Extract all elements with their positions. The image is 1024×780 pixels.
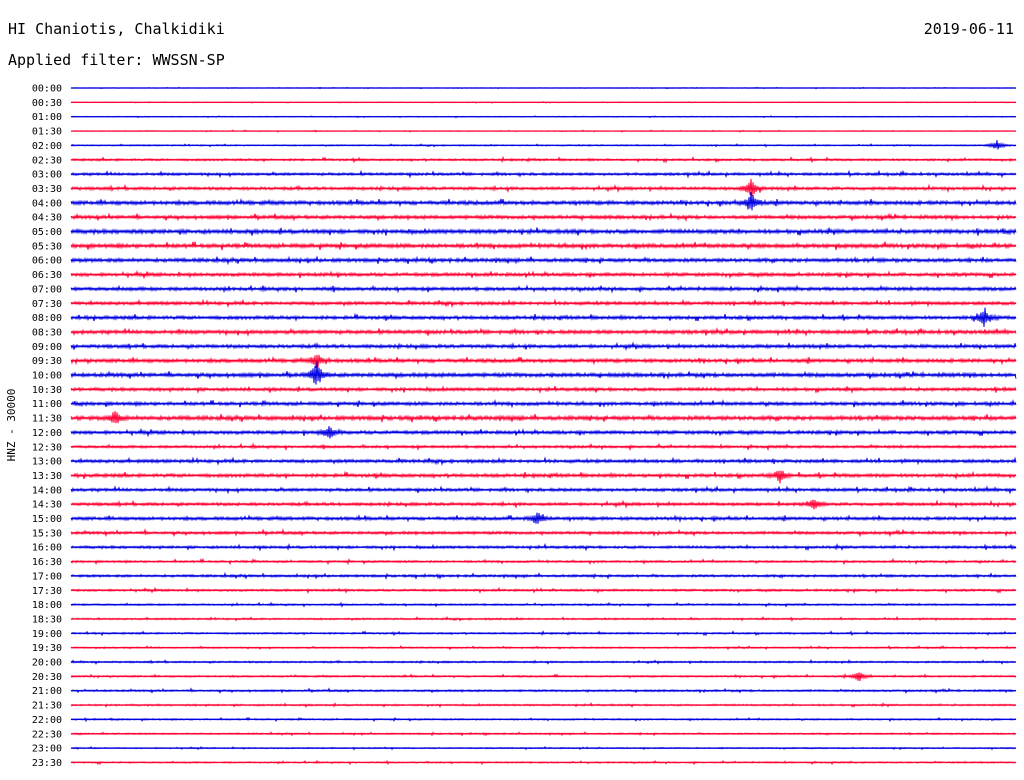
row-time-label: 04:00 [32, 198, 62, 209]
row-time-label: 18:30 [32, 614, 62, 625]
row-time-label: 11:00 [32, 399, 62, 410]
row-time-label: 22:30 [32, 729, 62, 740]
row-time-labels: 00:00 00:30 01:00 01:30 02:00 02:30 03:00 03:30… [32, 84, 62, 769]
row-time-label: 12:30 [32, 442, 62, 453]
row-time-label: 07:30 [32, 299, 62, 310]
trace-row-0330 [70, 178, 1017, 197]
row-time-label: 09:00 [32, 342, 62, 353]
row-time-label: 13:30 [32, 471, 62, 482]
row-time-label: 21:30 [32, 701, 62, 712]
trace-row-0400 [70, 192, 1017, 211]
row-time-label: 05:30 [32, 241, 62, 252]
row-time-label: 06:30 [32, 270, 62, 281]
row-time-label: 08:30 [32, 327, 62, 338]
row-time-label: 13:00 [32, 457, 62, 468]
row-time-label: 15:30 [32, 528, 62, 539]
row-time-label: 20:30 [32, 672, 62, 683]
trace-row-1000 [70, 361, 1017, 385]
trace-row-0930 [70, 354, 1017, 369]
row-time-label: 07:00 [32, 284, 62, 295]
row-time-label: 10:00 [32, 371, 62, 382]
row-time-label: 15:00 [32, 514, 62, 525]
row-time-label: 22:00 [32, 715, 62, 726]
row-time-label: 09:30 [32, 356, 62, 367]
row-time-label: 19:00 [32, 629, 62, 640]
row-time-label: 23:30 [32, 758, 62, 769]
row-time-label: 14:00 [32, 485, 62, 496]
trace-row-1330 [70, 470, 1017, 484]
trace-row-0200 [70, 140, 1017, 150]
y-axis-label: HNZ - 30000 [5, 389, 18, 462]
row-time-label: 16:30 [32, 557, 62, 568]
filter-label: Applied filter: WWSSN-SP [8, 51, 225, 69]
row-time-label: 10:30 [32, 385, 62, 396]
row-time-label: 06:00 [32, 256, 62, 267]
row-time-label: 05:00 [32, 227, 62, 238]
row-time-label: 00:30 [32, 98, 62, 109]
row-time-label: 23:00 [32, 744, 62, 755]
row-time-label: 04:30 [32, 213, 62, 224]
row-time-label: 12:00 [32, 428, 62, 439]
row-time-label: 18:00 [32, 600, 62, 611]
row-time-label: 20:00 [32, 658, 62, 669]
row-time-label: 02:30 [32, 155, 62, 166]
trace-row-1130 [70, 411, 1017, 424]
row-time-label: 19:30 [32, 643, 62, 654]
date-label: 2019-06-11 [923, 20, 1014, 38]
row-time-label: 16:00 [32, 543, 62, 554]
row-time-label: 17:00 [32, 571, 62, 582]
row-time-label: 08:00 [32, 313, 62, 324]
row-time-label: 03:00 [32, 170, 62, 181]
row-time-label: 21:00 [32, 686, 62, 697]
row-time-label: 11:30 [32, 414, 62, 425]
row-time-label: 01:30 [32, 127, 62, 138]
row-time-label: 17:30 [32, 586, 62, 597]
station-title: HI Chaniotis, Chalkidiki [8, 20, 225, 38]
row-time-label: 00:00 [32, 84, 62, 95]
seismic-traces [70, 86, 1017, 766]
row-time-label: 01:00 [32, 112, 62, 123]
row-time-label: 03:30 [32, 184, 62, 195]
row-time-label: 14:30 [32, 500, 62, 511]
row-time-label: 02:00 [32, 141, 62, 152]
